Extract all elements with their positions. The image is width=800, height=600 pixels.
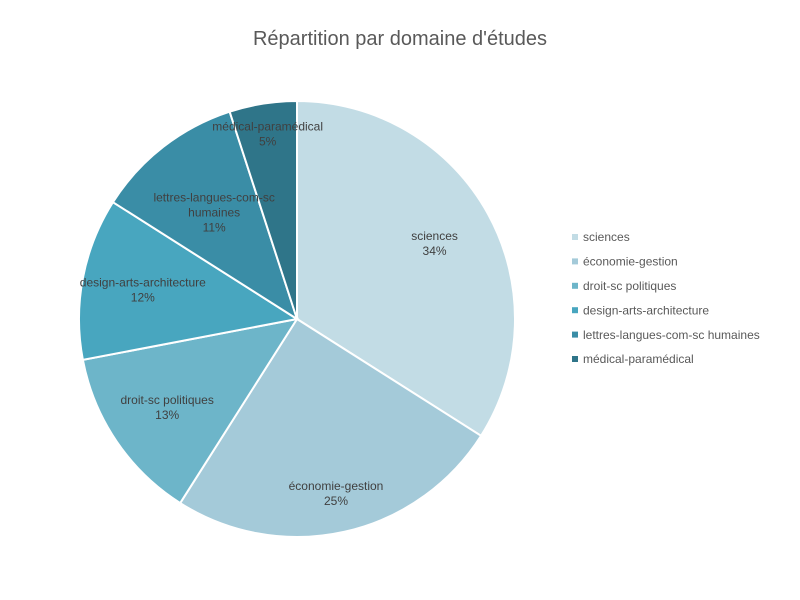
- data-label-category: humaines: [188, 205, 240, 219]
- legend-label-design-arts-architecture: design-arts-architecture: [583, 303, 709, 317]
- data-label-value: 25%: [324, 494, 348, 508]
- pie-slice-droit-sc-politiques: [81, 317, 300, 505]
- data-label-category: sciences: [411, 229, 458, 243]
- legend-label-lettres-langues-com-sc-humaines: lettres-langues-com-sc humaines: [583, 328, 760, 342]
- pie-slice-sciences: [296, 99, 516, 438]
- pie-slices: [78, 99, 516, 538]
- legend-swatch-lettres-langues-com-sc-humaines: [572, 331, 578, 338]
- data-label-category: économie-gestion: [289, 479, 384, 493]
- data-label-category: droit-sc politiques: [120, 393, 213, 407]
- data-label-sciences: sciences 34%: [411, 229, 458, 258]
- chart-title: Répartition par domaine d'études: [253, 28, 547, 50]
- legend-swatch-droit-sc-politiques: [572, 282, 578, 289]
- data-label-design-arts-architecture: design-arts-architecture 12%: [80, 275, 206, 304]
- data-labels: sciences 34% économie-gestion 25% droit-sc p…: [80, 120, 458, 509]
- legend-swatch-sciences: [572, 234, 578, 240]
- legend-label-droit-sc-politiques: droit-sc politiques: [583, 279, 676, 293]
- pie-slice-lettres-langues-com-sc-humaines: [111, 110, 299, 322]
- legend-label-sciences: sciences: [583, 230, 630, 244]
- legend-label-medical-paramedical: médical-paramédical: [583, 352, 694, 366]
- pie-slice-medical-paramedical: [228, 99, 298, 320]
- data-label-value: 12%: [131, 290, 155, 304]
- data-label-value: 5%: [259, 135, 277, 149]
- data-label-category: design-arts-architecture: [80, 275, 206, 289]
- data-label-value: 13%: [155, 408, 179, 422]
- legend-swatch-medical-paramedical: [572, 356, 578, 362]
- data-label-value: 34%: [423, 244, 447, 258]
- data-label-lettres-langues-com-sc-humaines: lettres-langues-com-sc humaines 11%: [153, 190, 274, 234]
- data-label-category: lettres-langues-com-sc: [153, 190, 274, 204]
- pie-slice-economie-gestion: [178, 317, 483, 538]
- pie-slice-design-arts-architecture: [78, 200, 300, 362]
- legend-swatch-design-arts-architecture: [572, 307, 578, 314]
- legend-swatch-economie-gestion: [572, 258, 578, 265]
- data-label-medical-paramedical: médical-paramédical 5%: [212, 120, 323, 149]
- legend-label-economie-gestion: économie-gestion: [583, 255, 678, 269]
- legend: sciences économie-gestion droit-sc politiq…: [572, 230, 760, 366]
- data-label-category: médical-paramédical: [212, 120, 323, 134]
- data-label-economie-gestion: économie-gestion 25%: [289, 479, 384, 508]
- data-label-droit-sc-politiques: droit-sc politiques 13%: [120, 393, 213, 422]
- data-label-value: 11%: [203, 220, 226, 234]
